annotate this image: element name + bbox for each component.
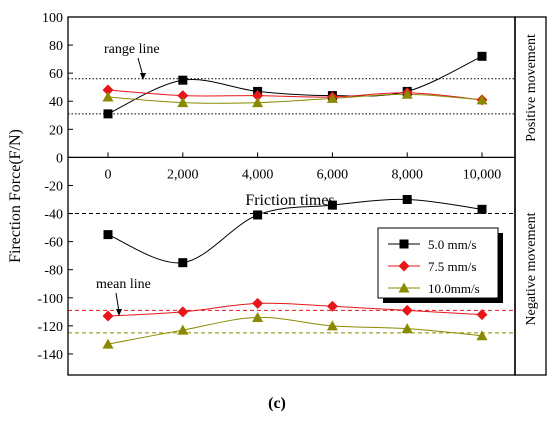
y-tick-label: 20	[49, 123, 63, 138]
side-label-box	[514, 16, 547, 376]
range-line-annotation: range line	[104, 42, 160, 57]
y-axis-label: Firection Force(F/N)	[7, 129, 24, 263]
y-tick-label: -100	[37, 292, 63, 307]
data-point-7-5-mm-s-negative	[177, 306, 189, 318]
data-point-10-0mm-s-positive	[177, 97, 189, 108]
mean-line-annotation: mean line	[96, 277, 151, 292]
legend-marker-10-0mm-s	[398, 282, 410, 293]
data-point-10-0mm-s-negative	[102, 338, 114, 349]
legend-label-5-0-mm-s: 5.0 mm/s	[428, 237, 476, 252]
series-line-5-0-mm-s-positive	[107, 55, 483, 115]
data-point-5-0-mm-s-negative	[477, 204, 487, 214]
y-tick-label: 0	[56, 151, 63, 166]
series-line-7-5-mm-s-negative	[107, 302, 483, 317]
data-point-7-5-mm-s-negative	[401, 304, 413, 316]
y-tick-label: 40	[49, 95, 63, 110]
data-point-7-5-mm-s-positive	[177, 90, 189, 102]
data-point-10-0mm-s-negative	[177, 324, 189, 335]
x-tick-label: 0	[105, 167, 112, 182]
x-tick-label: 4,000	[242, 167, 274, 182]
x-tick-label: 6,000	[317, 167, 349, 182]
y-tick-label: 100	[42, 11, 63, 26]
mean-line-arrow	[115, 292, 120, 313]
y-tick-label: -60	[44, 236, 63, 251]
range-line-arrowhead	[140, 73, 146, 80]
data-point-10-0mm-s-negative	[401, 323, 413, 334]
data-point-5-0-mm-s-positive	[477, 51, 487, 61]
data-point-10-0mm-s-positive	[401, 88, 413, 99]
series-line-10-0mm-s-negative	[107, 316, 483, 345]
x-axis-label: Friction times	[245, 192, 334, 209]
data-point-10-0mm-s-negative	[252, 311, 264, 322]
data-point-5-0-mm-s-positive	[178, 75, 188, 85]
series-line-10-0mm-s-positive	[107, 93, 483, 104]
legend-label-7-5-mm-s: 7.5 mm/s	[428, 259, 476, 274]
data-point-7-5-mm-s-negative	[252, 297, 264, 309]
data-point-7-5-mm-s-negative	[326, 300, 338, 312]
x-tick-label: 10,000	[463, 167, 502, 182]
y-tick-label: -40	[44, 208, 63, 223]
y-tick-label: 80	[49, 39, 63, 54]
x-tick-label: 2,000	[167, 167, 199, 182]
data-point-7-5-mm-s-positive	[252, 90, 264, 102]
data-point-10-0mm-s-negative	[476, 330, 488, 341]
y-tick-label: -20	[44, 179, 63, 194]
data-point-7-5-mm-s-positive	[102, 84, 114, 96]
data-point-10-0mm-s-positive	[476, 94, 488, 105]
legend-label-10-0mm-s: 10.0mm/s	[428, 281, 480, 296]
data-point-10-0mm-s-positive	[252, 97, 264, 108]
data-point-7-5-mm-s-negative	[476, 309, 488, 321]
data-point-10-0mm-s-positive	[102, 91, 114, 102]
legend: 5.0 mm/s 7.5 mm/s 10.0mm/s	[377, 227, 503, 303]
x-tick-label: 8,000	[391, 167, 423, 182]
series-markers	[102, 51, 488, 349]
x-axis-ticks: 0 2,000 4,000 6,000 8,000 10,000	[105, 152, 502, 182]
mean-line-arrowhead	[116, 309, 122, 316]
data-point-10-0mm-s-negative	[326, 320, 338, 331]
data-point-5-0-mm-s-negative	[402, 195, 412, 205]
y-tick-label: -140	[37, 348, 63, 363]
data-point-5-0-mm-s-negative	[103, 230, 113, 240]
data-point-5-0-mm-s-negative	[178, 258, 188, 268]
data-point-5-0-mm-s-positive	[103, 109, 113, 119]
data-point-10-0mm-s-positive	[326, 92, 338, 103]
y-tick-label: 60	[49, 67, 63, 82]
legend-marker-5-0-mm-s	[399, 239, 409, 249]
legend-marker-7-5-mm-s	[398, 260, 410, 272]
y-tick-label: -80	[44, 264, 63, 279]
legend-items: 5.0 mm/s 7.5 mm/s 10.0mm/s	[388, 237, 480, 296]
positive-movement-label: Positive movement	[524, 34, 539, 142]
panel-label: (c)	[268, 395, 286, 412]
y-axis-ticks: 100 80 60 40 20 0 -20 -40 -60 -80 -100 -120 -140	[37, 11, 73, 363]
data-point-5-0-mm-s-negative	[327, 200, 337, 210]
data-point-7-5-mm-s-negative	[102, 310, 114, 322]
legend-box	[377, 227, 499, 299]
negative-movement-label: Negative movement	[524, 212, 539, 325]
y-tick-label: -120	[37, 320, 63, 335]
series-line-7-5-mm-s-positive	[107, 89, 483, 101]
data-point-5-0-mm-s-negative	[253, 210, 263, 220]
